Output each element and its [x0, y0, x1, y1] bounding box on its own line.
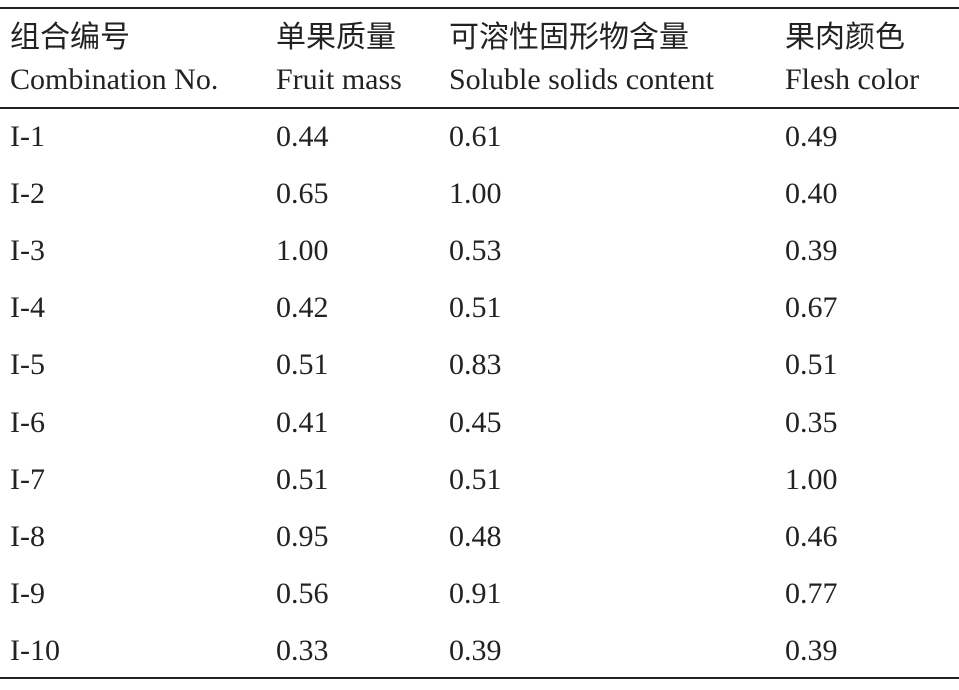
cell-value: 0.41 [276, 405, 329, 439]
row-label: I-10 [10, 633, 60, 667]
cell-value: 0.77 [785, 576, 838, 610]
cell-value: 0.42 [276, 291, 329, 325]
cell-value: 0.44 [276, 120, 329, 153]
bottom-rule [0, 677, 959, 679]
cell-value: 0.45 [449, 405, 502, 439]
row-label: I-1 [10, 120, 45, 153]
cell-value: 0.91 [449, 576, 502, 610]
header-en: Combination No. [10, 63, 219, 96]
cell-value: 0.51 [449, 462, 502, 496]
cell-value: 0.48 [449, 519, 502, 553]
row-label: I-7 [10, 462, 45, 496]
cell-value: 1.00 [449, 177, 502, 211]
header-zh: 单果质量 [276, 21, 396, 54]
cell-value: 0.56 [276, 576, 329, 610]
header-zh: 果肉颜色 [785, 21, 905, 54]
cell-value: 0.39 [785, 633, 838, 667]
cell-value: 0.51 [785, 348, 838, 382]
header-en: Fruit mass [276, 63, 402, 96]
row-label: I-3 [10, 234, 45, 268]
cell-value: 0.83 [449, 348, 502, 382]
row-label: I-9 [10, 576, 45, 610]
cell-value: 0.49 [785, 120, 838, 153]
cell-value: 0.40 [785, 177, 838, 211]
row-label: I-6 [10, 405, 45, 439]
row-label: I-2 [10, 177, 45, 211]
cell-value: 0.51 [449, 291, 502, 325]
cell-value: 1.00 [785, 462, 838, 496]
top-rule [0, 7, 959, 9]
cell-value: 1.00 [276, 234, 329, 268]
row-label: I-4 [10, 291, 45, 325]
cell-value: 0.51 [276, 462, 329, 496]
cell-value: 0.53 [449, 234, 502, 268]
cell-value: 0.51 [276, 348, 329, 382]
row-label: I-5 [10, 348, 45, 382]
cell-value: 0.46 [785, 519, 838, 553]
cell-value: 0.65 [276, 177, 329, 211]
cell-value: 0.35 [785, 405, 838, 439]
header-en: Soluble solids content [449, 63, 714, 96]
row-label: I-8 [10, 519, 45, 553]
header-en: Flesh color [785, 63, 920, 96]
cell-value: 0.67 [785, 291, 838, 325]
cell-value: 0.61 [449, 120, 502, 153]
cell-value: 0.39 [449, 633, 502, 667]
cell-value: 0.95 [276, 519, 329, 553]
cell-value: 0.39 [785, 234, 838, 268]
header-zh: 可溶性固形物含量 [449, 21, 689, 54]
cell-value: 0.33 [276, 633, 329, 667]
header-rule [0, 107, 959, 109]
header-zh: 组合编号 [10, 21, 130, 54]
